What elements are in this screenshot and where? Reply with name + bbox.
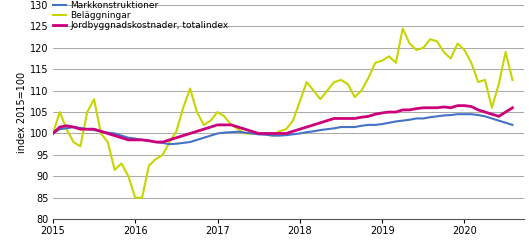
Y-axis label: index 2015=100: index 2015=100 — [17, 71, 28, 153]
Legend: Markkonstruktioner, Beläggningar, Jordbyggnadskostnader, totalindex: Markkonstruktioner, Beläggningar, Jordby… — [53, 1, 229, 30]
